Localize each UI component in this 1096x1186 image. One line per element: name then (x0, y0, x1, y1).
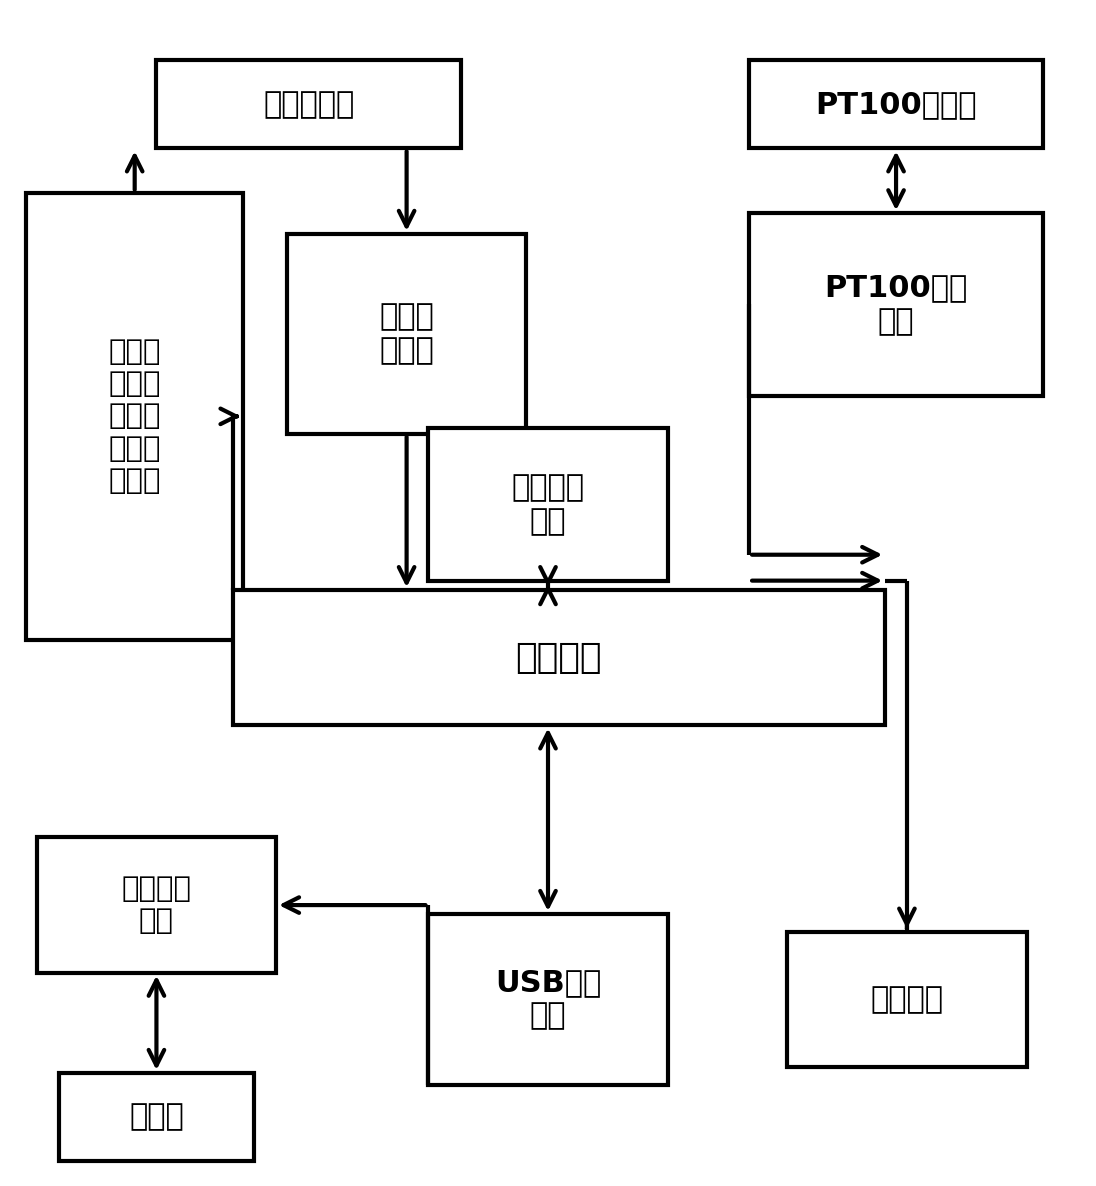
Bar (232, 591, 886, 726)
Bar (287, 234, 526, 434)
Bar (429, 914, 667, 1085)
Text: PT100测温
模块: PT100测温 模块 (824, 273, 968, 336)
Text: 可自动
换档的
连续可
调恒流
源模块: 可自动 换档的 连续可 调恒流 源模块 (109, 338, 161, 495)
Bar (26, 192, 243, 640)
Text: 电压测
量模块: 电压测 量模块 (379, 302, 434, 365)
Bar (157, 60, 461, 148)
Text: 双路电源
模块: 双路电源 模块 (122, 875, 192, 936)
Text: USB通讯
模块: USB通讯 模块 (495, 968, 601, 1031)
Text: 锂电池: 锂电池 (129, 1103, 184, 1131)
Text: 测温二极管: 测温二极管 (263, 90, 354, 119)
Text: 存储模块: 存储模块 (870, 984, 944, 1014)
Bar (750, 213, 1043, 396)
Bar (429, 428, 667, 581)
Bar (750, 60, 1043, 148)
Text: 主控模块: 主控模块 (515, 640, 602, 675)
Bar (787, 931, 1027, 1067)
Text: 人机界面
模块: 人机界面 模块 (512, 473, 584, 536)
Bar (37, 837, 276, 973)
Bar (58, 1073, 254, 1161)
Text: PT100铂电阻: PT100铂电阻 (815, 90, 977, 119)
